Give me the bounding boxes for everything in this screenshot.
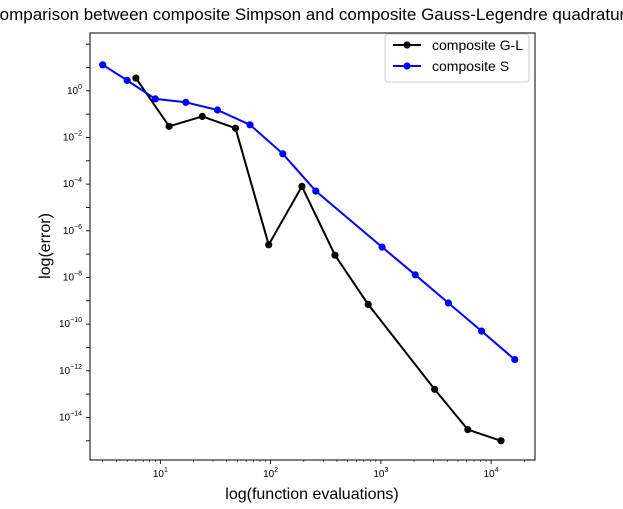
y-tick-label: 10−14 (59, 410, 82, 423)
legend-marker-s (403, 62, 411, 70)
data-point (132, 74, 140, 82)
series-layer (99, 61, 519, 445)
y-tick-label: 10−8 (63, 270, 82, 283)
data-point (312, 187, 320, 195)
x-tick-label: 103 (373, 467, 388, 480)
legend-marker-gl (403, 41, 411, 49)
y-axis-label: log(error) (37, 213, 54, 279)
data-point (165, 122, 173, 130)
y-tick-label: 10−10 (59, 317, 82, 330)
data-point (331, 251, 339, 259)
data-point (151, 95, 159, 103)
data-point (411, 271, 419, 279)
y-tick-label: 100 (67, 84, 82, 97)
data-point (99, 61, 107, 69)
data-point (378, 243, 386, 251)
legend: composite G-L composite S (384, 33, 530, 83)
data-point (478, 327, 486, 335)
data-point (431, 385, 439, 393)
ticks-layer: 101 102 103 104 100 10−2 10−4 10−6 10−8 10−10 10−1… (59, 43, 525, 480)
data-point (231, 124, 240, 132)
data-point (497, 437, 505, 445)
legend-label-s: composite S (432, 58, 509, 74)
y-tick-label: 10−6 (63, 224, 82, 237)
data-point (364, 300, 372, 308)
data-point (123, 76, 131, 84)
x-axis-label: log(function evaluations) (225, 486, 398, 503)
y-tick-label: 10−4 (63, 177, 82, 190)
data-point (464, 426, 472, 434)
plot-frame (89, 32, 536, 461)
data-point (265, 241, 273, 249)
data-point (298, 182, 306, 190)
x-tick-label: 101 (153, 467, 168, 480)
x-tick-label: 104 (484, 467, 499, 480)
series-gl (132, 74, 505, 445)
y-tick-label: 10−2 (63, 130, 82, 143)
data-point (511, 356, 519, 364)
plot-area: 101 102 103 104 100 10−2 10−4 10−6 10−8 10−10 10−1… (59, 32, 536, 480)
data-point (444, 299, 452, 307)
data-point (213, 106, 222, 114)
x-tick-label: 102 (263, 467, 278, 480)
data-point (279, 150, 287, 158)
chart-title: Comparison between composite Simpson and… (0, 5, 623, 24)
y-tick-label: 10−12 (59, 364, 82, 377)
data-point (182, 98, 190, 106)
data-point (198, 112, 206, 120)
legend-label-gl: composite G-L (432, 37, 523, 53)
series-s (99, 61, 519, 364)
data-point (246, 121, 254, 129)
